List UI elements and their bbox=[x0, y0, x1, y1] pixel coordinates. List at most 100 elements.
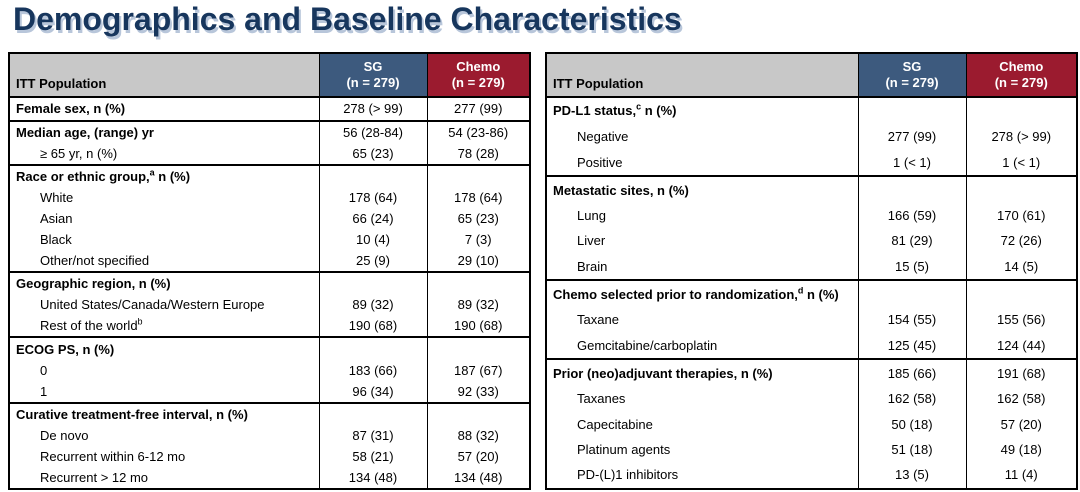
chemo-value: 178 (64) bbox=[426, 187, 530, 209]
row-label: 1 bbox=[40, 383, 48, 399]
chemo-value: 191 (68) bbox=[965, 358, 1077, 387]
sg-value bbox=[857, 279, 966, 308]
itt-population-header: ITT Population bbox=[546, 53, 858, 98]
sg-value bbox=[318, 164, 427, 188]
sg-value: 278 (> 99) bbox=[318, 97, 427, 121]
table-row: Lung 166 (59) 170 (61) bbox=[546, 202, 1077, 229]
row-label: Platinum agents bbox=[577, 441, 671, 457]
sg-value: 51 (18) bbox=[857, 436, 966, 462]
chemo-value: 7 (3) bbox=[426, 229, 530, 250]
table-row: Liver 81 (29) 72 (26) bbox=[546, 228, 1077, 254]
chemo-label: Chemo bbox=[456, 59, 501, 74]
sg-value: 125 (45) bbox=[857, 332, 966, 360]
table-row: ≥ 65 yr, n (%) 65 (23) 78 (28) bbox=[9, 142, 530, 166]
row-label: Taxanes bbox=[577, 391, 626, 407]
sg-value: 13 (5) bbox=[857, 461, 966, 489]
table-row: Negative 277 (99) 278 (> 99) bbox=[546, 123, 1077, 150]
chemo-value: 72 (26) bbox=[965, 228, 1077, 254]
row-label: Positive bbox=[577, 154, 623, 170]
table-row: Chemo selected prior to randomization,d … bbox=[546, 279, 1077, 308]
row-label: 0 bbox=[40, 362, 48, 378]
chemo-value bbox=[426, 164, 530, 188]
table-row: Capecitabine 50 (18) 57 (20) bbox=[546, 411, 1077, 437]
sg-value: 190 (68) bbox=[318, 315, 427, 338]
demographics-table-right: ITT Population SG (n = 279) Chemo (n = 2… bbox=[545, 52, 1078, 490]
chemo-value: 14 (5) bbox=[965, 253, 1077, 281]
table-row: Race or ethnic group,a n (%) bbox=[9, 164, 530, 188]
table-row: Taxanes 162 (58) 162 (58) bbox=[546, 386, 1077, 412]
chemo-value: 190 (68) bbox=[426, 315, 530, 338]
chemo-value: 162 (58) bbox=[965, 386, 1077, 412]
table-row: Curative treatment-free interval, n (%) bbox=[9, 401, 530, 425]
table-row: White 178 (64) 178 (64) bbox=[9, 187, 530, 209]
table-row: Metastatic sites, n (%) bbox=[546, 175, 1077, 203]
chemo-value: 78 (28) bbox=[426, 142, 530, 166]
sg-label: SG bbox=[363, 59, 383, 74]
table-row: Other/not specified 25 (9) 29 (10) bbox=[9, 249, 530, 273]
row-label: De novo bbox=[40, 427, 89, 443]
sg-value: 15 (5) bbox=[857, 253, 966, 281]
footnote-marker: d bbox=[797, 285, 804, 296]
table-row: 1 96 (34) 92 (33) bbox=[9, 380, 530, 403]
chemo-value: 277 (99) bbox=[426, 97, 530, 121]
sg-value: 162 (58) bbox=[857, 386, 966, 412]
chemo-value bbox=[965, 279, 1077, 308]
chemo-value: 278 (> 99) bbox=[965, 123, 1077, 150]
sg-value: 96 (34) bbox=[318, 380, 427, 403]
table-header: ITT Population SG (n = 279) Chemo (n = 2… bbox=[546, 53, 1077, 98]
chemo-value bbox=[965, 97, 1077, 124]
row-label: Recurrent > 12 mo bbox=[40, 469, 149, 485]
row-label: PD-(L)1 inhibitors bbox=[577, 467, 679, 483]
row-label: Rest of the worldb bbox=[40, 316, 143, 334]
row-label: Metastatic sites, n (%) bbox=[546, 175, 858, 203]
chemo-value: 155 (56) bbox=[965, 307, 1077, 333]
chemo-label: Chemo bbox=[999, 59, 1044, 74]
row-label: Race or ethnic group,a n (%) bbox=[9, 164, 319, 188]
row-label: Black bbox=[40, 231, 72, 247]
row-label: Chemo selected prior to randomization,d … bbox=[546, 279, 858, 308]
footnote-marker: b bbox=[137, 316, 143, 327]
sg-value: 183 (66) bbox=[318, 359, 427, 381]
slide-title: Demographics and Baseline Characteristic… bbox=[13, 1, 682, 37]
sg-value: 277 (99) bbox=[857, 123, 966, 150]
chemo-value: 88 (32) bbox=[426, 424, 530, 446]
table-row: De novo 87 (31) 88 (32) bbox=[9, 424, 530, 446]
sg-value: 89 (32) bbox=[318, 294, 427, 316]
table-row: PD-L1 status,c n (%) bbox=[546, 97, 1077, 124]
table-row: Positive 1 (< 1) 1 (< 1) bbox=[546, 149, 1077, 177]
sg-value bbox=[857, 175, 966, 203]
row-label: Geographic region, n (%) bbox=[9, 271, 319, 295]
row-label: White bbox=[40, 190, 74, 206]
table-row: Gemcitabine/carboplatin 125 (45) 124 (44) bbox=[546, 332, 1077, 360]
chemo-value: 187 (67) bbox=[426, 359, 530, 381]
row-label: Recurrent within 6-12 mo bbox=[40, 448, 186, 464]
sg-column-header: SG (n = 279) bbox=[857, 53, 966, 98]
row-label: Capecitabine bbox=[577, 416, 653, 432]
row-label: Female sex, n (%) bbox=[16, 101, 126, 117]
chemo-value: 134 (48) bbox=[426, 466, 530, 489]
sg-value: 87 (31) bbox=[318, 424, 427, 446]
table-row: Recurrent > 12 mo 134 (48) 134 (48) bbox=[9, 466, 530, 489]
sg-value: 25 (9) bbox=[318, 249, 427, 273]
row-label: Curative treatment-free interval, n (%) bbox=[9, 401, 319, 425]
chemo-value bbox=[426, 336, 530, 360]
sg-value: 10 (4) bbox=[318, 229, 427, 250]
row-label: PD-L1 status,c n (%) bbox=[553, 102, 677, 119]
table-row: Platinum agents 51 (18) 49 (18) bbox=[546, 436, 1077, 462]
row-label: Prior (neo)adjuvant therapies, n (%) bbox=[546, 358, 858, 387]
chemo-n: (n = 279) bbox=[994, 75, 1048, 90]
sg-label: SG bbox=[902, 59, 922, 74]
itt-population-header: ITT Population bbox=[9, 53, 319, 98]
row-label: Negative bbox=[577, 129, 629, 145]
chemo-n: (n = 279) bbox=[451, 75, 505, 90]
sg-value: 134 (48) bbox=[318, 466, 427, 489]
chemo-value: 124 (44) bbox=[965, 332, 1077, 360]
chemo-value: 89 (32) bbox=[426, 294, 530, 316]
sg-value bbox=[318, 401, 427, 425]
table-row: Black 10 (4) 7 (3) bbox=[9, 229, 530, 250]
sg-value: 185 (66) bbox=[857, 358, 966, 387]
sg-value bbox=[857, 97, 966, 124]
table-row: Brain 15 (5) 14 (5) bbox=[546, 253, 1077, 281]
chemo-value: 57 (20) bbox=[426, 445, 530, 467]
sg-value: 178 (64) bbox=[318, 187, 427, 209]
